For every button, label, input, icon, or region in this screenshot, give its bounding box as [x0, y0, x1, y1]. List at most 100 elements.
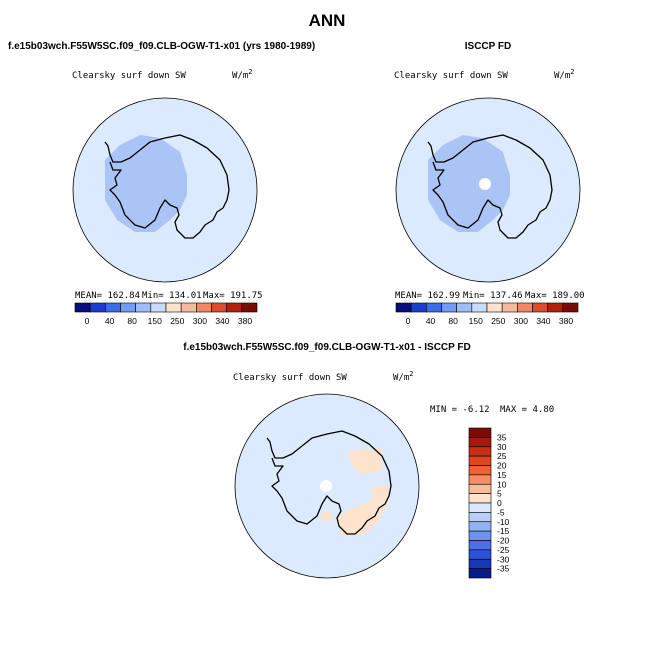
- colorbar-label: 25: [497, 451, 507, 461]
- colorbar-label: -25: [497, 545, 510, 555]
- colorbar-box: [226, 302, 243, 313]
- colorbar-box: [468, 465, 492, 476]
- colorbar-label: 340: [215, 316, 229, 326]
- colorbar-box: [468, 483, 492, 494]
- colorbar-label: -5: [497, 507, 505, 517]
- colorbar-box: [410, 302, 427, 313]
- units-base: W/m: [554, 71, 570, 81]
- stat-max: MAX = 4.80: [500, 405, 554, 415]
- colorbar-label: 340: [536, 316, 550, 326]
- colorbar-box: [105, 302, 121, 313]
- colorbar-box: [211, 302, 227, 313]
- colorbar-box: [486, 302, 503, 313]
- colorbar-box: [196, 302, 212, 313]
- colorbar-box: [120, 302, 136, 313]
- colorbar-box: [441, 302, 457, 313]
- colorbar-label: 15: [497, 470, 507, 480]
- colorbar-label: 80: [448, 316, 458, 326]
- colorbar-box: [468, 493, 492, 504]
- colorbar-label: 10: [497, 479, 507, 489]
- colorbar-box: [468, 540, 492, 551]
- colorbar-label: 40: [426, 316, 436, 326]
- panel-heading: ISCCP FD: [465, 41, 512, 52]
- colorbar: 0 40 80 150 250 300 340 380: [74, 302, 258, 326]
- colorbar-box: [501, 302, 518, 313]
- colorbar-label: 300: [193, 316, 207, 326]
- variable-label: Clearsky surf down SW: [72, 71, 186, 81]
- colorbar-box: [532, 302, 548, 313]
- colorbar-box: [468, 427, 492, 438]
- colorbar-label: 150: [469, 316, 483, 326]
- colorbar-box: [468, 549, 492, 560]
- colorbar-box: [468, 512, 492, 523]
- colorbar-label: 0: [406, 316, 411, 326]
- colorbar-box: [562, 302, 579, 313]
- stat-min: MIN = -6.12: [430, 405, 490, 415]
- colorbar-box: [426, 302, 442, 313]
- stat-min: Min= 134.01: [142, 291, 202, 301]
- map: [395, 97, 581, 283]
- units-exponent: 2: [248, 68, 252, 76]
- colorbar-box: [89, 302, 106, 313]
- panel-heading: f.e15b03wch.F55W5SC.f09_f09.CLB-OGW-T1-x…: [183, 342, 470, 353]
- variable-label: Clearsky surf down SW: [233, 373, 347, 383]
- colorbar-box: [547, 302, 564, 313]
- colorbar-box: [74, 302, 91, 313]
- colorbar-label: 5: [497, 489, 502, 499]
- colorbar-box: [468, 568, 492, 579]
- units-exponent: 2: [570, 68, 574, 76]
- colorbar-label: 30: [497, 442, 507, 452]
- colorbar-label: 150: [148, 316, 162, 326]
- colorbar-box: [468, 446, 492, 457]
- colorbar-box: [241, 302, 258, 313]
- colorbar-box: [468, 558, 492, 569]
- figure-title: ANN: [309, 11, 346, 30]
- colorbar-box: [471, 302, 488, 313]
- colorbar-box: [468, 530, 492, 541]
- units-base: W/m: [232, 71, 248, 81]
- colorbar-label: 250: [170, 316, 184, 326]
- colorbar-label: 0: [85, 316, 90, 326]
- colorbar-label: -35: [497, 564, 510, 574]
- units-label: W/m2: [393, 370, 413, 383]
- variable-label: Clearsky surf down SW: [394, 71, 508, 81]
- colorbar-box: [135, 302, 152, 313]
- units-label: W/m2: [232, 68, 252, 81]
- stat-mean: MEAN= 162.84: [75, 291, 140, 301]
- colorbar-label: -30: [497, 554, 510, 564]
- map: [72, 97, 258, 283]
- colorbar: 0 40 80 150 250 300 340 380: [395, 302, 579, 326]
- colorbar-box: [468, 474, 492, 485]
- colorbar-label: 0: [497, 498, 502, 508]
- units-exponent: 2: [409, 370, 413, 378]
- colorbar-box: [180, 302, 197, 313]
- panel-heading: f.e15b03wch.F55W5SC.f09_f09.CLB-OGW-T1-x…: [8, 41, 315, 52]
- colorbar-label: 300: [514, 316, 528, 326]
- colorbar-label: -10: [497, 517, 510, 527]
- colorbar-box: [395, 302, 412, 313]
- colorbar-label: -20: [497, 536, 510, 546]
- units-base: W/m: [393, 373, 409, 383]
- colorbar-box: [150, 302, 167, 313]
- colorbar-box: [517, 302, 533, 313]
- colorbar-box: [468, 502, 492, 513]
- colorbar-label: 380: [559, 316, 573, 326]
- stat-mean: MEAN= 162.99: [395, 291, 460, 301]
- colorbar-box: [468, 437, 492, 448]
- colorbar-box: [468, 521, 492, 532]
- colorbar-label: 250: [491, 316, 505, 326]
- units-label: W/m2: [554, 68, 574, 81]
- colorbar-label: 380: [238, 316, 252, 326]
- colorbar-label: 80: [127, 316, 137, 326]
- colorbar-box: [456, 302, 473, 313]
- colorbar-box: [468, 455, 492, 466]
- stat-min: Min= 137.46: [463, 291, 523, 301]
- stat-max: Max= 191.75: [203, 291, 263, 301]
- colorbar-label: 20: [497, 461, 507, 471]
- map: [234, 393, 420, 579]
- colorbar-box: [165, 302, 182, 313]
- stat-max: Max= 189.00: [525, 291, 585, 301]
- colorbar-label: -15: [497, 526, 510, 536]
